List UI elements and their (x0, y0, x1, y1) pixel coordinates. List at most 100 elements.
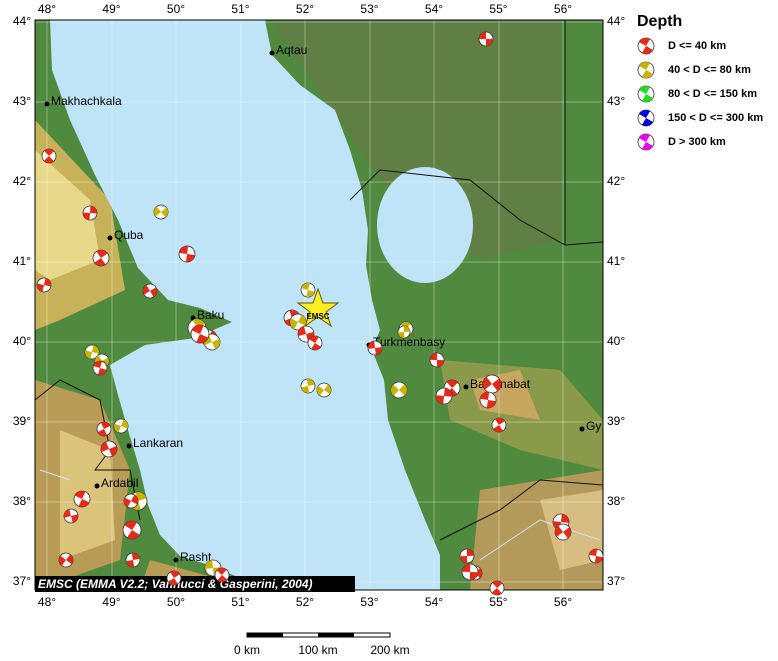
city-label: Makhachkala (51, 94, 122, 108)
lat-tick-label: 42° (607, 174, 625, 188)
scale-bar (246, 632, 391, 638)
focal-mechanism (390, 381, 408, 399)
ball-quadrant (317, 384, 331, 396)
focal-mechanism (300, 282, 316, 298)
focal-mechanism (113, 418, 129, 434)
lon-tick-label: 51° (231, 2, 249, 16)
focal-mechanism (214, 567, 230, 583)
ball-quadrant (64, 509, 78, 523)
focal-mechanism (478, 31, 494, 47)
legend-title: Depth (637, 13, 682, 30)
basemap (35, 20, 603, 590)
ball-quadrant (301, 379, 315, 393)
ball-quadrant (460, 549, 474, 563)
ball-quadrant (639, 38, 653, 54)
city-dot (463, 384, 469, 390)
city-dot (107, 235, 113, 241)
emsc-star (296, 287, 340, 328)
focal-mechanism (300, 378, 316, 394)
ball-quadrant (59, 554, 73, 566)
ball-quadrant (639, 134, 653, 150)
ball-quadrant (85, 345, 99, 359)
lon-tick-label: 52° (296, 595, 314, 609)
ball-quadrant (309, 336, 321, 350)
ball-quadrant (589, 549, 603, 563)
lat-tick-label: 41° (607, 254, 625, 268)
ball-quadrant (114, 419, 128, 433)
lon-tick-label: 53° (360, 2, 378, 16)
lon-tick-label: 54° (425, 2, 443, 16)
lon-tick-label: 56° (554, 595, 572, 609)
city-dot (44, 101, 50, 107)
city-label: Baku (197, 308, 224, 322)
focal-mechanism (73, 490, 91, 508)
city-label: Turkmenbasy (373, 335, 445, 349)
city-dot (126, 443, 132, 449)
ball-quadrant (430, 353, 444, 367)
credit-bg (35, 576, 355, 592)
lat-tick-label: 41° (13, 254, 31, 268)
ball-quadrant (639, 86, 653, 102)
lon-tick-label: 48° (38, 2, 56, 16)
ball-quadrant (480, 392, 496, 408)
lon-tick-label: 50° (167, 595, 185, 609)
ball-quadrant (74, 491, 90, 507)
city-label: Aqtau (276, 43, 307, 57)
focal-mechanism (637, 133, 655, 151)
scale-label: 200 km (370, 643, 409, 656)
focal-mechanism (637, 61, 655, 79)
ball-quadrant (368, 341, 382, 355)
legend-label: 40 < D <= 80 km (668, 64, 751, 76)
ball-quadrant (124, 494, 138, 508)
ball-quadrant (462, 564, 478, 580)
focal-mechanism (637, 37, 655, 55)
caspian-sea (50, 20, 440, 590)
lon-tick-label: 48° (38, 595, 56, 609)
city-label: Gy (586, 419, 601, 433)
ball-quadrant (639, 62, 653, 78)
ball-quadrant (483, 376, 501, 392)
focal-mechanism (58, 552, 74, 568)
focal-mechanism (307, 335, 323, 351)
ball-quadrant (43, 149, 55, 163)
lat-tick-label: 37° (607, 574, 625, 588)
legend-label: D <= 40 km (668, 40, 726, 52)
ball-quadrant (124, 521, 140, 539)
ball-quadrant (493, 418, 505, 432)
ball-quadrant (479, 32, 493, 46)
lat-tick-label: 44° (13, 14, 31, 28)
lat-tick-label: 39° (607, 414, 625, 428)
lon-tick-label: 49° (102, 2, 120, 16)
focal-mechanism (166, 570, 182, 586)
city-label: Lankaran (133, 436, 183, 450)
focal-mechanism (637, 109, 655, 127)
focal-mechanism (100, 440, 118, 458)
ball-quadrant (143, 284, 157, 298)
lon-tick-label: 49° (102, 595, 120, 609)
city-dot (94, 483, 100, 489)
focal-mechanism (316, 382, 332, 398)
lon-tick-label: 50° (167, 2, 185, 16)
lat-tick-label: 38° (607, 494, 625, 508)
ball-quadrant (37, 278, 51, 292)
focal-mechanism (459, 548, 475, 564)
city-label: Quba (114, 228, 144, 242)
focal-mechanism (397, 325, 411, 339)
focal-mechanism (82, 205, 98, 221)
scale-label: 0 km (234, 643, 260, 656)
lat-tick-label: 38° (13, 494, 31, 508)
focal-mechanism (84, 344, 100, 360)
lat-tick-label: 43° (607, 94, 625, 108)
ball-quadrant (97, 422, 111, 436)
ball-quadrant (93, 361, 107, 375)
ball-quadrant (555, 525, 571, 539)
focal-mechanism (122, 520, 142, 540)
ball-quadrant (191, 325, 209, 343)
ball-quadrant (168, 571, 180, 585)
focal-mechanism (96, 421, 112, 437)
lon-tick-label: 52° (296, 2, 314, 16)
ball-quadrant (101, 441, 117, 457)
lat-tick-label: 39° (13, 414, 31, 428)
city-dot (173, 557, 179, 563)
